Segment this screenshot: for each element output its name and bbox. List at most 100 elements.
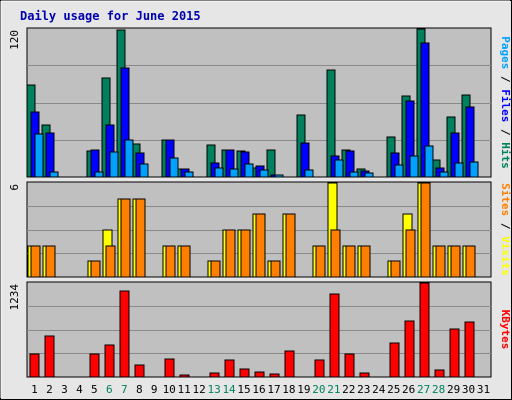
panel-top-max-label: 120 — [8, 30, 21, 50]
x-tick-label-day-16: 16 — [252, 383, 265, 396]
x-tick-label-day-30: 30 — [462, 383, 475, 396]
x-tick-label-day-4: 4 — [76, 383, 83, 396]
bar-kbytes-day-22 — [344, 353, 355, 378]
x-tick-label-day-26: 26 — [402, 383, 415, 396]
bar-sites-day-30 — [465, 245, 476, 278]
x-tick-label-day-15: 15 — [237, 383, 250, 396]
bar-kbytes-day-18 — [284, 350, 295, 378]
panel-bottom-max-label: 1234 — [8, 284, 21, 311]
bar-kbytes-day-28 — [434, 369, 445, 378]
panel-bottom-legend: KBytes — [499, 310, 512, 350]
bar-kbytes-day-23 — [359, 372, 370, 378]
bar-kbytes-day-8 — [134, 364, 145, 378]
series-pages — [34, 133, 479, 178]
bar-pages-day-8 — [139, 163, 149, 178]
bar-pages-day-16 — [259, 169, 269, 178]
x-tick-label-day-18: 18 — [282, 383, 295, 396]
bar-pages-day-11 — [184, 171, 194, 178]
bar-pages-day-15 — [244, 163, 254, 178]
bar-pages-day-14 — [229, 168, 239, 178]
x-tick-label-day-24: 24 — [372, 383, 386, 396]
x-tick-label-day-23: 23 — [357, 383, 370, 396]
bar-pages-day-17 — [274, 174, 284, 178]
series-sites — [30, 182, 476, 278]
bar-pages-day-29 — [454, 162, 464, 178]
bar-kbytes-day-15 — [239, 368, 250, 378]
x-tick-label-day-17: 17 — [267, 383, 280, 396]
panel-middle-legend: Sites / Visits — [499, 183, 512, 276]
bar-sites-day-22 — [345, 245, 356, 278]
panel-top: 120 Pages / Files / Hits — [8, 27, 512, 178]
x-tick-label-day-2: 2 — [46, 383, 53, 396]
bar-pages-day-22 — [349, 171, 359, 178]
bar-pages-day-26 — [409, 155, 419, 178]
bar-sites-day-25 — [390, 260, 401, 278]
bar-sites-day-14 — [225, 229, 236, 278]
bar-pages-day-23 — [364, 172, 374, 178]
x-tick-label-day-19: 19 — [297, 383, 310, 396]
bar-sites-day-2 — [45, 245, 56, 278]
bar-sites-day-5 — [90, 260, 101, 278]
x-tick-label-day-22: 22 — [342, 383, 355, 396]
bar-pages-day-2 — [49, 171, 59, 178]
bar-kbytes-day-17 — [269, 373, 280, 378]
bar-pages-day-1 — [34, 133, 44, 178]
bar-pages-day-5 — [94, 171, 104, 178]
bar-kbytes-day-6 — [104, 344, 115, 378]
x-tick-label-day-3: 3 — [61, 383, 68, 396]
x-tick-label-day-31: 31 — [477, 383, 490, 396]
bar-pages-day-30 — [469, 161, 479, 178]
bar-kbytes-day-14 — [224, 359, 235, 378]
bar-kbytes-day-10 — [164, 358, 175, 378]
bar-pages-day-10 — [169, 157, 179, 178]
x-tick-label-day-13: 13 — [207, 383, 220, 396]
x-tick-label-day-8: 8 — [136, 383, 143, 396]
panel-middle-max-label: 6 — [8, 184, 21, 191]
bar-pages-day-27 — [424, 145, 434, 178]
bar-kbytes-day-21 — [329, 293, 340, 378]
bar-sites-day-20 — [315, 245, 326, 278]
x-tick-label-day-6: 6 — [106, 383, 113, 396]
bar-sites-day-15 — [240, 229, 251, 278]
x-tick-label-day-12: 12 — [193, 383, 206, 396]
bar-kbytes-day-16 — [254, 371, 265, 378]
x-tick-label-day-20: 20 — [312, 383, 325, 396]
bar-sites-day-1 — [30, 245, 41, 278]
bar-sites-day-7 — [120, 198, 131, 278]
bar-kbytes-day-25 — [389, 342, 400, 378]
bar-pages-day-7 — [124, 139, 134, 178]
legend-segment: Files — [499, 89, 512, 122]
bar-kbytes-day-13 — [209, 372, 220, 378]
bar-kbytes-day-1 — [29, 353, 40, 378]
legend-segment: / — [499, 122, 512, 142]
bar-sites-day-13 — [210, 260, 221, 278]
panel-middle: 6 Sites / Visits — [8, 181, 512, 278]
bar-pages-day-13 — [214, 167, 224, 178]
bar-sites-day-18 — [285, 213, 296, 278]
bar-sites-day-26 — [405, 229, 416, 278]
bar-kbytes-day-2 — [44, 335, 55, 378]
bar-sites-day-8 — [135, 198, 146, 278]
bar-files-day-2 — [45, 132, 55, 178]
legend-segment: Pages — [499, 36, 512, 69]
bar-kbytes-day-30 — [464, 321, 475, 378]
legend-segment: / — [499, 216, 512, 236]
bar-kbytes-day-29 — [449, 328, 460, 378]
bar-sites-day-27 — [420, 182, 431, 278]
x-tick-label-day-9: 9 — [151, 383, 158, 396]
legend-segment: / — [499, 69, 512, 89]
x-tick-label-day-28: 28 — [432, 383, 445, 396]
bar-sites-day-10 — [165, 245, 176, 278]
legend-segment: Sites — [499, 183, 512, 216]
bar-pages-day-19 — [304, 169, 314, 178]
x-tick-label-day-27: 27 — [417, 383, 430, 396]
x-tick-label-day-11: 11 — [178, 383, 191, 396]
bar-kbytes-day-20 — [314, 359, 325, 378]
panel-top-legend: Pages / Files / Hits — [499, 36, 512, 169]
bar-sites-day-29 — [450, 245, 461, 278]
bar-sites-day-28 — [435, 245, 446, 278]
bar-sites-day-6 — [105, 245, 116, 278]
chart-panels: 120 Pages / Files / Hits 6 Sites / Visits 12… — [8, 27, 512, 378]
x-tick-label-day-7: 7 — [121, 383, 128, 396]
bar-kbytes-day-26 — [404, 320, 415, 378]
